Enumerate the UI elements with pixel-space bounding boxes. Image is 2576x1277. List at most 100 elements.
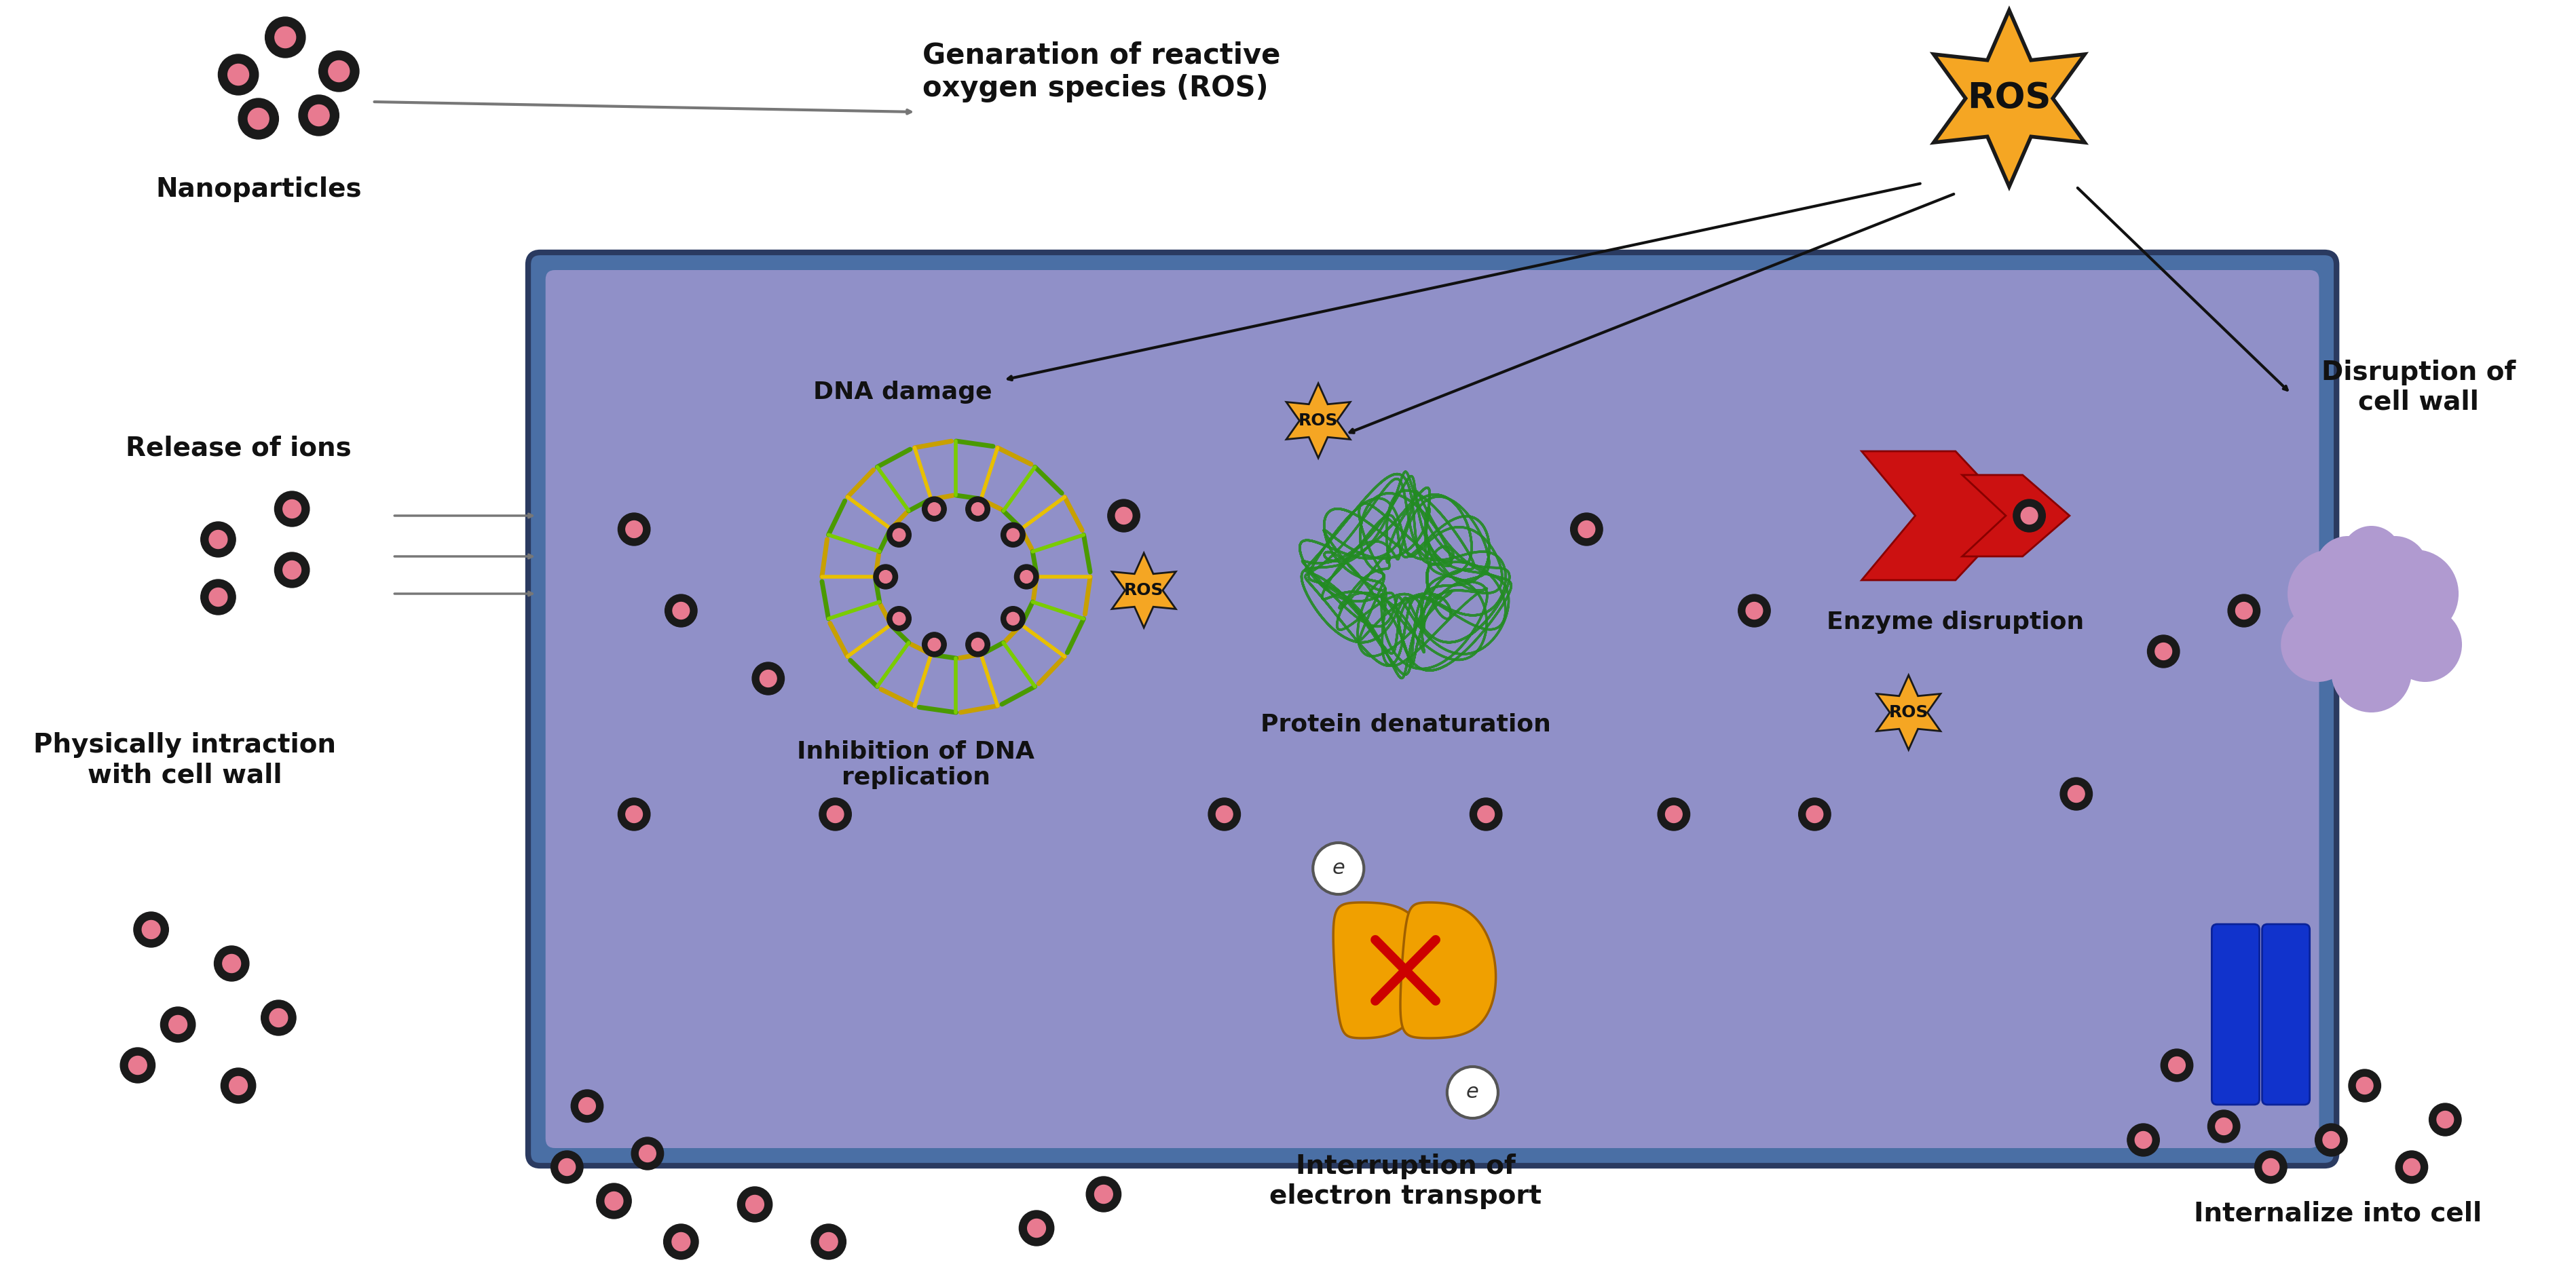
Circle shape [927,638,940,651]
Text: Interruption of
electron transport: Interruption of electron transport [1270,1153,1540,1209]
Circle shape [1806,806,1824,822]
Circle shape [2437,1111,2452,1128]
Circle shape [2388,608,2463,682]
Circle shape [2022,507,2038,524]
Text: DNA damage: DNA damage [814,381,992,404]
Circle shape [1667,806,1682,822]
Circle shape [2324,1131,2339,1148]
FancyBboxPatch shape [2213,925,2259,1105]
Circle shape [1659,798,1690,830]
Circle shape [618,798,649,830]
Circle shape [1002,522,1025,547]
Circle shape [309,105,330,126]
Circle shape [2061,778,2092,810]
Text: Internalize into cell: Internalize into cell [2195,1200,2481,1227]
Circle shape [2313,567,2429,682]
Polygon shape [1878,676,1940,750]
Circle shape [2228,594,2259,627]
Circle shape [1579,521,1595,538]
Circle shape [214,946,250,981]
Circle shape [2128,1124,2159,1156]
Circle shape [971,638,984,651]
Circle shape [873,564,896,589]
Text: e: e [1332,858,1345,879]
Polygon shape [1401,903,1497,1038]
Circle shape [927,503,940,516]
Circle shape [276,553,309,587]
Circle shape [276,27,296,49]
Circle shape [209,530,227,549]
Circle shape [886,607,912,631]
Circle shape [737,1186,773,1222]
Text: Physically intraction
with cell wall: Physically intraction with cell wall [33,732,335,788]
Circle shape [2169,1057,2184,1074]
Circle shape [598,1184,631,1218]
Text: Disruption of
cell wall: Disruption of cell wall [2321,360,2517,415]
Circle shape [551,1151,582,1184]
Circle shape [878,571,891,584]
Circle shape [121,1047,155,1083]
Circle shape [222,954,240,973]
Text: ROS: ROS [1123,582,1164,599]
Circle shape [665,594,698,627]
Circle shape [827,806,845,822]
Circle shape [559,1158,574,1176]
Circle shape [2156,642,2172,660]
Circle shape [1798,798,1832,830]
Circle shape [2287,549,2375,637]
Circle shape [1020,1211,1054,1246]
Circle shape [626,806,641,822]
Circle shape [1471,798,1502,830]
Polygon shape [1285,383,1350,458]
Circle shape [922,632,945,656]
Circle shape [2161,1048,2192,1082]
Circle shape [299,94,340,135]
Circle shape [1448,1066,1499,1119]
Circle shape [966,632,989,656]
Circle shape [2215,1117,2233,1135]
Circle shape [1108,499,1139,533]
Circle shape [1115,507,1131,524]
Text: Protein denaturation: Protein denaturation [1260,713,1551,736]
Circle shape [966,497,989,521]
Circle shape [2280,608,2354,682]
Circle shape [1002,607,1025,631]
Circle shape [2316,1124,2347,1156]
Circle shape [2208,1110,2241,1143]
Circle shape [2014,499,2045,533]
Circle shape [1028,1220,1046,1237]
Circle shape [170,1015,188,1034]
Circle shape [631,1138,665,1170]
Circle shape [2357,1078,2372,1094]
Circle shape [283,561,301,580]
Text: Genaration of reactive
oxygen species (ROS): Genaration of reactive oxygen species (R… [922,41,1280,102]
Circle shape [1007,612,1020,624]
Circle shape [922,497,945,521]
Circle shape [672,603,690,619]
Circle shape [572,1089,603,1122]
Circle shape [580,1097,595,1115]
FancyBboxPatch shape [2262,925,2311,1105]
Text: ROS: ROS [1968,80,2050,116]
Text: Inhibition of DNA
replication: Inhibition of DNA replication [796,739,1036,789]
Circle shape [265,17,307,57]
Circle shape [752,663,783,695]
Circle shape [2262,1158,2280,1176]
Circle shape [1216,806,1234,822]
Circle shape [760,670,775,687]
Circle shape [894,529,904,541]
Circle shape [222,1068,255,1103]
Circle shape [219,55,258,94]
Polygon shape [1862,451,2017,580]
Circle shape [2342,526,2401,587]
Circle shape [201,580,234,614]
Text: Nanoparticles: Nanoparticles [155,176,361,202]
Circle shape [1739,594,1770,627]
Circle shape [2254,1151,2287,1184]
Text: ROS: ROS [1888,705,1929,720]
Circle shape [1095,1185,1113,1203]
Circle shape [2372,549,2458,637]
Circle shape [2069,785,2084,802]
Circle shape [2362,536,2429,604]
Circle shape [319,51,358,92]
